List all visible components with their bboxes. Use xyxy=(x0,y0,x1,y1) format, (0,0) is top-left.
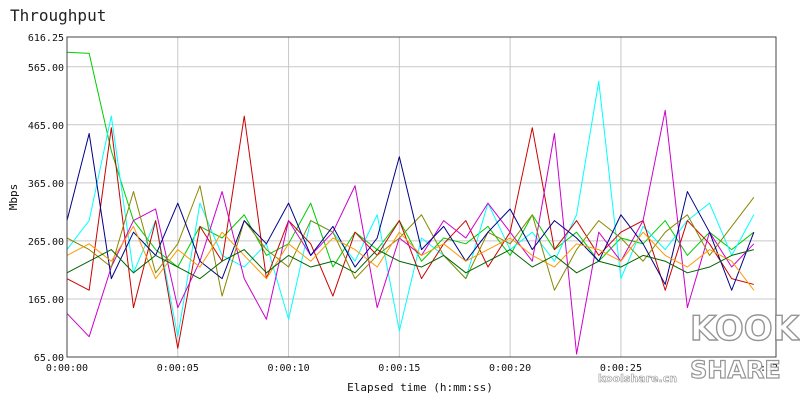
y-tick-label: 616.25 xyxy=(28,33,64,44)
series-layer xyxy=(66,51,755,355)
y-tick-label: 365.00 xyxy=(28,179,64,190)
series-line-3 xyxy=(66,115,754,349)
svg-text:koolshare.cn: koolshare.cn xyxy=(598,372,677,385)
grid-layer xyxy=(67,37,776,357)
x-tick-label: 0:00:00 xyxy=(46,363,88,374)
series-line-8 xyxy=(66,249,754,280)
y-tick-label: 565.00 xyxy=(28,63,64,74)
x-tick-label: 0:00:25 xyxy=(600,363,642,374)
series-line-4 xyxy=(66,109,755,355)
y-tick-label: 265.00 xyxy=(28,237,64,248)
tick-layer: 65.00 165.00 265.00 365.00 465.00 565.00 616.2… xyxy=(28,33,778,374)
series-line-2 xyxy=(66,80,755,338)
svg-text:KOOK: KOOK xyxy=(690,309,800,349)
y-tick-label: 165.00 xyxy=(28,295,64,306)
plot-frame xyxy=(66,36,777,358)
x-tick-label: :32 xyxy=(760,363,778,374)
x-tick-label: 0:00:10 xyxy=(267,363,309,374)
x-tick-label: 0:00:05 xyxy=(157,363,199,374)
x-tick-label: 0:00:15 xyxy=(378,363,420,374)
svg-text:SHARE: SHARE xyxy=(690,356,781,384)
y-tick-label: 465.00 xyxy=(28,121,64,132)
watermark-logo: KOOK SHARE koolshare.cn xyxy=(598,308,800,385)
x-axis-title: Elapsed time (h:mm:ss) xyxy=(347,381,493,394)
x-tick-label: 0:00:20 xyxy=(489,363,531,374)
y-tick-label: 65.00 xyxy=(34,353,64,364)
series-line-6 xyxy=(66,133,755,291)
chart-title: Throughput xyxy=(10,6,107,25)
y-axis-title: Mbps xyxy=(7,184,20,211)
series-line-1 xyxy=(66,51,755,268)
series-line-7 xyxy=(66,225,755,291)
